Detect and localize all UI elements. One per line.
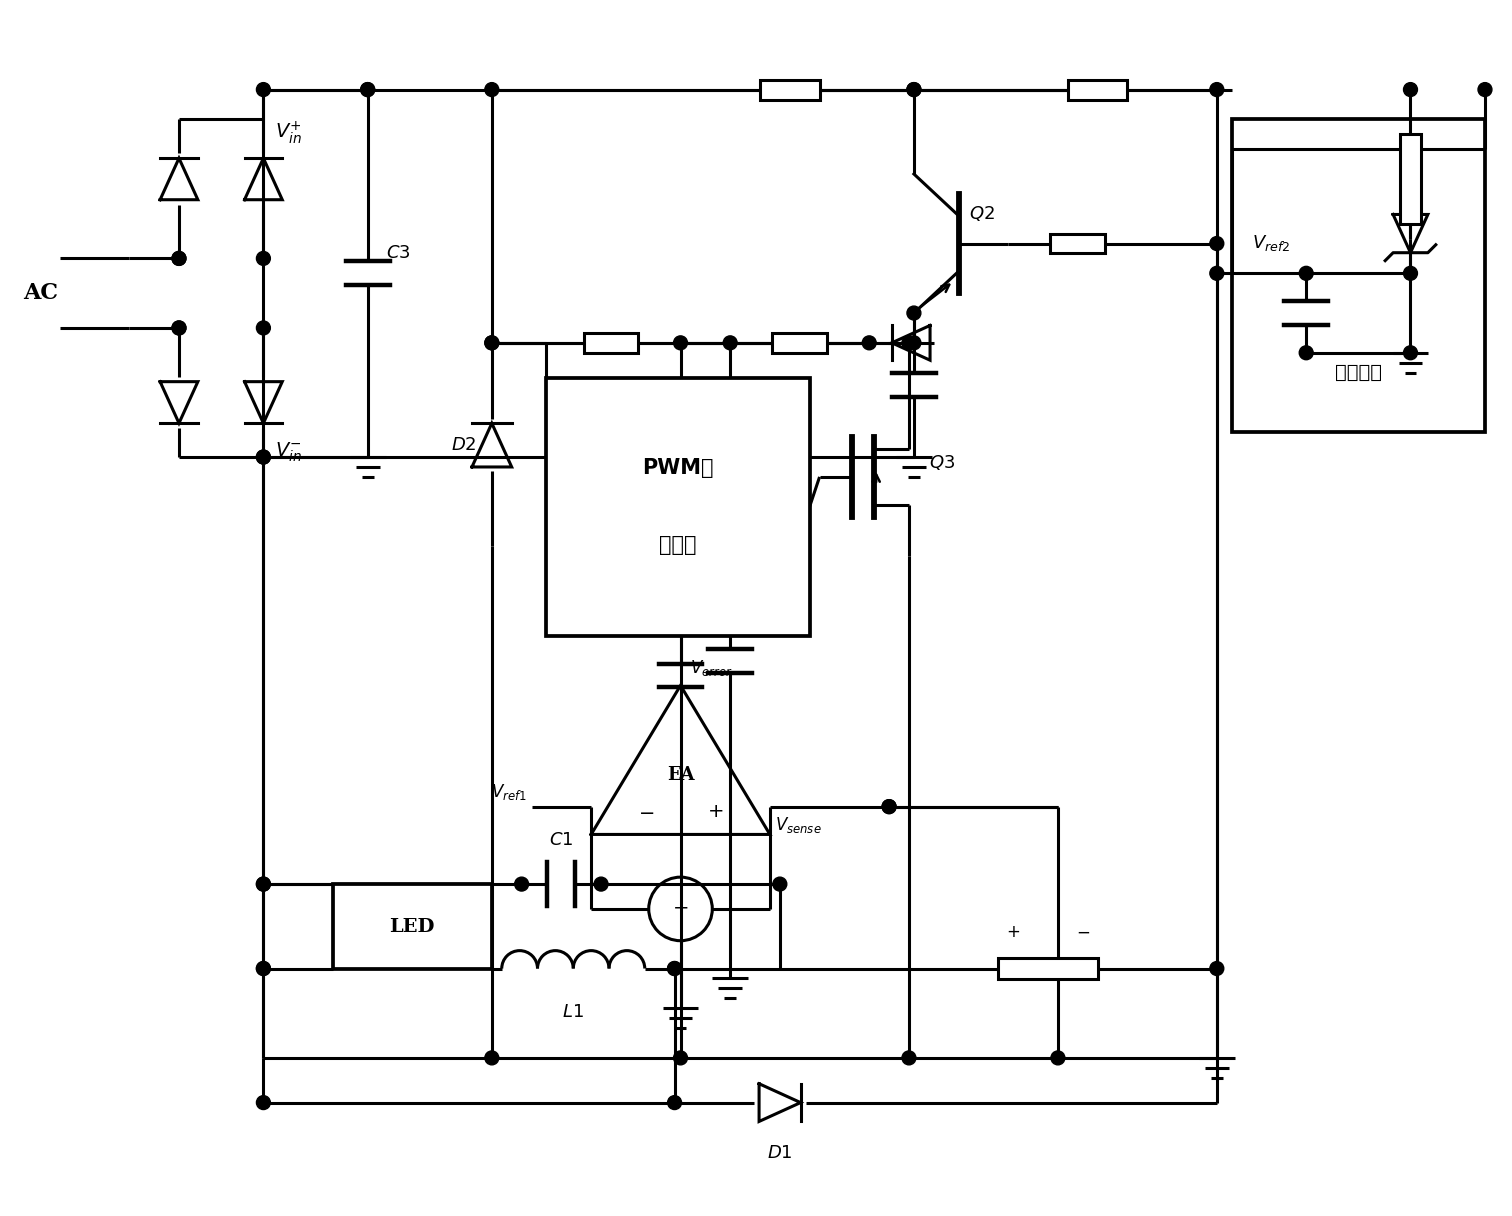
Bar bbox=[998, 957, 1098, 979]
Text: EA: EA bbox=[667, 766, 694, 784]
Circle shape bbox=[673, 1051, 688, 1065]
Circle shape bbox=[668, 962, 682, 975]
Circle shape bbox=[1051, 1051, 1064, 1065]
Circle shape bbox=[907, 83, 921, 96]
Text: $-$: $-$ bbox=[1075, 923, 1090, 941]
Circle shape bbox=[903, 1051, 916, 1065]
Text: $C3$: $C3$ bbox=[386, 244, 410, 263]
Circle shape bbox=[485, 83, 499, 96]
Text: $BIAS$: $BIAS$ bbox=[572, 378, 614, 395]
Circle shape bbox=[485, 336, 499, 350]
Circle shape bbox=[1403, 83, 1417, 96]
Circle shape bbox=[1210, 83, 1223, 96]
Circle shape bbox=[881, 800, 897, 814]
Text: $V_{in}^{-}$: $V_{in}^{-}$ bbox=[275, 440, 302, 463]
Circle shape bbox=[257, 450, 271, 465]
Text: $V_{error}$: $V_{error}$ bbox=[691, 658, 733, 677]
Circle shape bbox=[257, 450, 271, 465]
Circle shape bbox=[257, 1096, 271, 1109]
Circle shape bbox=[257, 877, 271, 891]
Circle shape bbox=[361, 83, 375, 96]
Text: $-$: $-$ bbox=[638, 803, 653, 821]
Text: $V_{ref2}$: $V_{ref2}$ bbox=[1252, 233, 1290, 253]
Bar bbox=[1400, 134, 1421, 224]
Text: $V_{in}^{+}$: $V_{in}^{+}$ bbox=[275, 119, 302, 146]
Text: $D1$: $D1$ bbox=[767, 1144, 792, 1162]
Circle shape bbox=[514, 877, 529, 891]
Circle shape bbox=[594, 877, 608, 891]
Circle shape bbox=[1299, 266, 1312, 280]
Circle shape bbox=[1403, 345, 1417, 360]
Circle shape bbox=[257, 252, 271, 265]
Text: $Q2$: $Q2$ bbox=[969, 204, 995, 224]
Circle shape bbox=[907, 336, 921, 350]
Circle shape bbox=[257, 877, 271, 891]
Circle shape bbox=[172, 252, 186, 265]
Text: $V_{sense}$: $V_{sense}$ bbox=[774, 815, 821, 834]
Circle shape bbox=[1210, 962, 1223, 975]
Bar bbox=[1051, 233, 1105, 253]
Text: $+$: $+$ bbox=[708, 803, 723, 821]
Circle shape bbox=[903, 336, 916, 350]
Circle shape bbox=[773, 877, 786, 891]
Text: $C1$: $C1$ bbox=[549, 832, 573, 849]
Circle shape bbox=[673, 336, 688, 350]
Text: $D2$: $D2$ bbox=[451, 437, 476, 454]
Bar bbox=[773, 333, 827, 353]
Text: 启动电路: 启动电路 bbox=[1335, 364, 1382, 382]
Circle shape bbox=[172, 321, 186, 334]
Circle shape bbox=[668, 1096, 682, 1109]
Circle shape bbox=[1299, 345, 1312, 360]
Bar bbox=[333, 884, 491, 968]
Circle shape bbox=[1403, 266, 1417, 280]
Circle shape bbox=[723, 336, 738, 350]
Circle shape bbox=[172, 252, 186, 265]
Bar bbox=[1067, 79, 1128, 100]
Bar bbox=[1232, 119, 1485, 432]
Circle shape bbox=[862, 336, 875, 350]
Circle shape bbox=[257, 962, 271, 975]
Circle shape bbox=[668, 962, 682, 975]
Circle shape bbox=[257, 83, 271, 96]
Bar bbox=[584, 333, 638, 353]
Circle shape bbox=[485, 336, 499, 350]
Circle shape bbox=[485, 1051, 499, 1065]
Circle shape bbox=[907, 306, 921, 320]
Text: $Q3$: $Q3$ bbox=[928, 452, 956, 472]
Text: $V_{ref1}$: $V_{ref1}$ bbox=[491, 782, 526, 801]
Circle shape bbox=[257, 962, 271, 975]
Circle shape bbox=[257, 321, 271, 334]
Circle shape bbox=[1210, 266, 1223, 280]
Circle shape bbox=[361, 83, 375, 96]
Circle shape bbox=[1210, 237, 1223, 250]
Text: $+$: $+$ bbox=[1005, 923, 1021, 941]
Text: PWM控: PWM控 bbox=[643, 458, 714, 478]
Text: $+$: $+$ bbox=[673, 900, 688, 918]
Circle shape bbox=[1479, 83, 1492, 96]
Circle shape bbox=[881, 800, 897, 814]
Bar bbox=[761, 79, 820, 100]
Circle shape bbox=[907, 83, 921, 96]
Circle shape bbox=[172, 321, 186, 334]
Bar bbox=[546, 378, 809, 636]
Text: AC: AC bbox=[23, 282, 57, 304]
Text: LED: LED bbox=[390, 918, 435, 936]
Text: 制电路: 制电路 bbox=[659, 535, 697, 556]
Text: $L1$: $L1$ bbox=[562, 1003, 584, 1021]
